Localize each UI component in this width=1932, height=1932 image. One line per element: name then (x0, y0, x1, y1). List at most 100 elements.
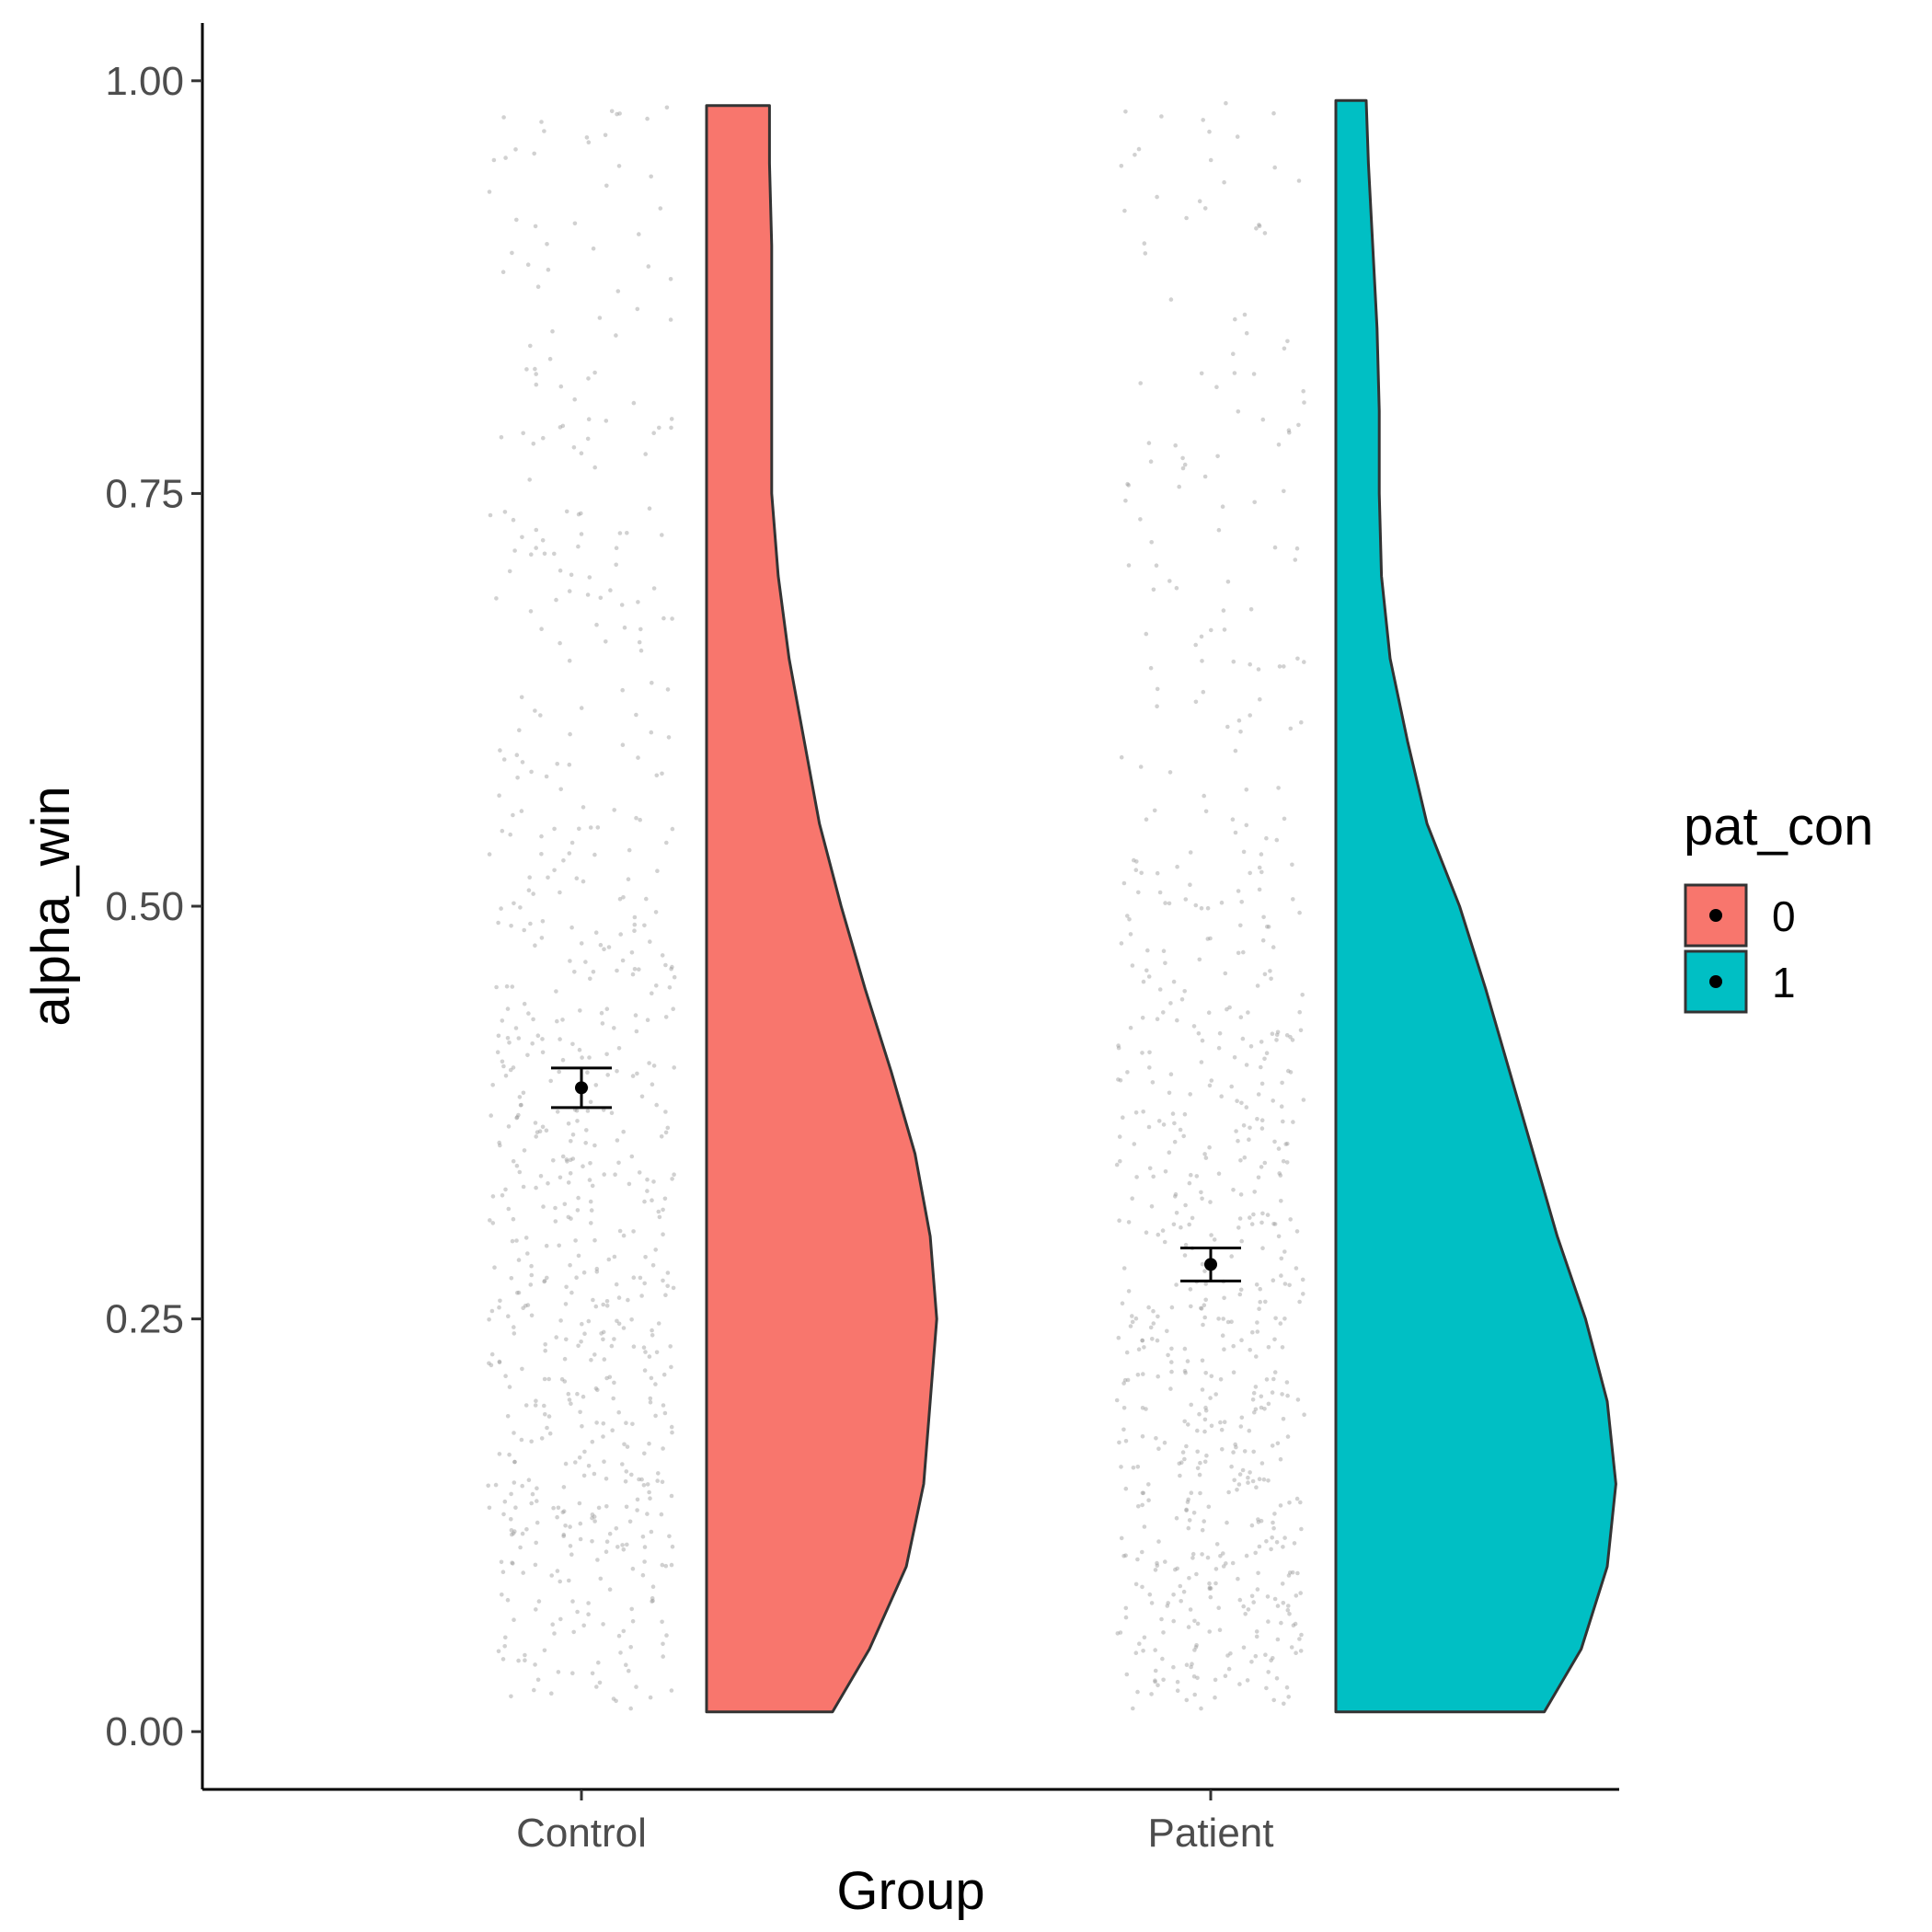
jitter-point (570, 1133, 576, 1137)
jitter-point (1262, 1160, 1268, 1166)
jitter-point (507, 1041, 512, 1045)
jitter-point (1254, 1282, 1259, 1287)
jitter-point (567, 658, 572, 663)
jitter-point (575, 1119, 580, 1123)
jitter-point (547, 1431, 553, 1436)
jitter-point (497, 1359, 502, 1364)
jitter-point (542, 1376, 547, 1382)
jitter-point (1175, 1679, 1180, 1685)
jitter-point (567, 762, 572, 767)
jitter-point (1266, 1478, 1271, 1483)
jitter-point (512, 901, 516, 906)
jitter-point (1216, 1045, 1222, 1051)
jitter-point (1189, 1490, 1194, 1495)
jitter-point (1173, 443, 1178, 448)
jitter-point (1125, 914, 1130, 918)
jitter-point (494, 596, 499, 601)
jitter-point (617, 531, 623, 535)
jitter-point (1223, 1673, 1228, 1678)
jitter-point (616, 1409, 621, 1415)
jitter-point (643, 1255, 648, 1259)
jitter-point (1155, 1338, 1160, 1343)
jitter-point (1183, 1370, 1188, 1375)
jitter-point (1298, 1591, 1303, 1595)
jitter-point (631, 1275, 637, 1280)
jitter-point (529, 552, 534, 557)
jitter-point (597, 1680, 603, 1685)
jitter-point (1288, 1570, 1293, 1575)
jitter-point (1187, 1222, 1191, 1227)
jitter-point (1209, 1374, 1214, 1379)
jitter-point (510, 1560, 514, 1565)
jitter-point (522, 927, 526, 933)
jitter-point (1282, 1701, 1286, 1707)
jitter-point (1130, 1314, 1134, 1318)
jitter-point (559, 1376, 565, 1382)
jitter-point (642, 1559, 647, 1564)
jitter-point (620, 958, 626, 963)
jitter-point (1208, 936, 1213, 941)
jitter-point (579, 941, 584, 946)
jitter-point (604, 1539, 610, 1544)
jitter-point (496, 920, 500, 926)
jitter-point (602, 1357, 607, 1362)
jitter-point (527, 875, 532, 880)
mean-errorbar-layer (551, 1066, 1241, 1282)
jitter-point (1248, 870, 1252, 876)
jitter-point (571, 445, 577, 450)
jitter-point (1294, 1650, 1298, 1655)
jitter-point (518, 1103, 523, 1108)
jitter-point (536, 1599, 542, 1604)
jitter-point (650, 1598, 655, 1604)
jitter-point (1256, 1570, 1260, 1576)
jitter-point (531, 1017, 535, 1022)
jitter-point (657, 425, 661, 431)
jitter-point (1258, 1299, 1262, 1305)
jitter-point (534, 1607, 538, 1612)
jitter-point (519, 695, 524, 700)
jitter-point (1236, 889, 1241, 893)
jitter-point (1219, 1427, 1225, 1432)
jitter-point (1190, 1215, 1195, 1221)
jitter-point (645, 1018, 650, 1022)
jitter-point (586, 376, 591, 381)
jitter-point (632, 914, 638, 920)
jitter-point (1168, 1072, 1174, 1076)
jitter-point (1271, 945, 1276, 949)
jitter-point (1233, 316, 1237, 322)
jitter-point (1272, 1512, 1277, 1516)
jitter-point (1155, 194, 1159, 200)
jitter-point (601, 1302, 605, 1307)
jitter-point (1297, 1637, 1302, 1641)
jitter-point (660, 1562, 665, 1568)
jitter-point (1299, 1632, 1304, 1638)
jitter-point (544, 1128, 549, 1133)
jitter-point (545, 1275, 549, 1281)
jitter-point (1121, 1427, 1126, 1432)
jitter-point (1208, 1200, 1213, 1204)
jitter-point (1222, 627, 1227, 632)
jitter-point (1281, 1119, 1285, 1124)
jitter-point (586, 1318, 592, 1324)
jitter-point (666, 735, 672, 740)
jitter-point (1245, 1678, 1250, 1683)
jitter-point (512, 1459, 517, 1465)
jitter-point (1156, 1539, 1161, 1544)
jitter-point (1207, 1586, 1213, 1592)
jitter-point (1209, 1423, 1214, 1429)
jitter-point (1195, 1449, 1200, 1455)
jitter-point (558, 1175, 563, 1180)
jitter-point (621, 1547, 627, 1552)
jitter-point (604, 1477, 609, 1481)
jitter-point (1259, 1220, 1264, 1225)
jitter-point (1275, 1029, 1281, 1035)
jitter-point (1179, 1599, 1183, 1604)
jitter-point (1122, 1377, 1128, 1383)
jitter-point (1218, 1420, 1223, 1425)
jitter-point (648, 1400, 653, 1405)
jitter-point (1281, 1158, 1286, 1164)
jitter-point (1155, 1563, 1160, 1569)
jitter-point (654, 1102, 659, 1108)
jitter-point (1130, 1319, 1135, 1325)
jitter-point (588, 1099, 593, 1105)
